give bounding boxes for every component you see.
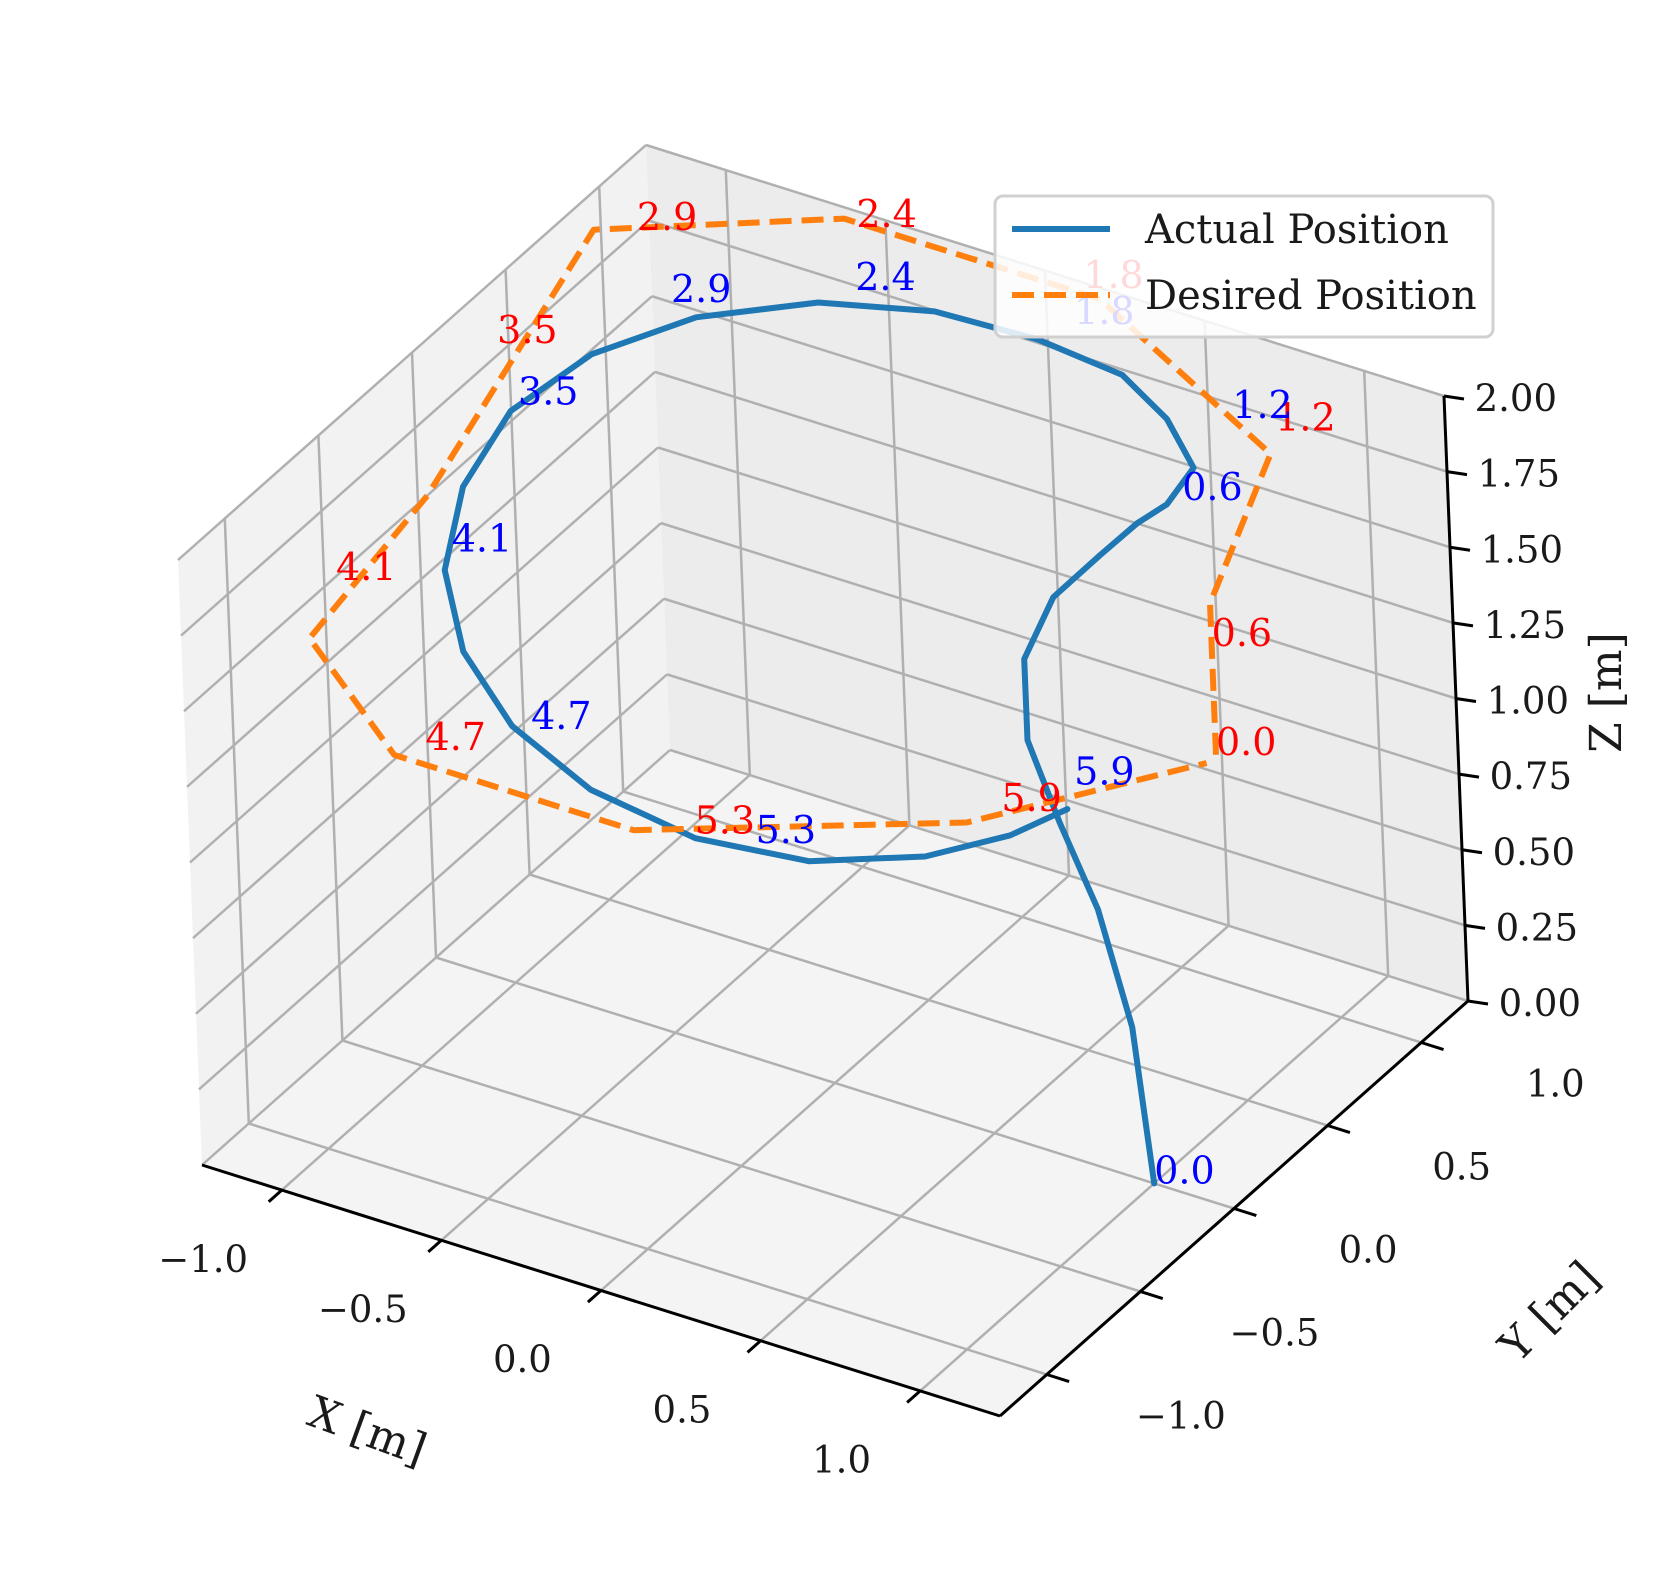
z-tick-label-8: 2.00 (1475, 377, 1557, 420)
y-tick-label-0: −1.0 (1136, 1395, 1226, 1438)
x-tick-label-0: −1.0 (158, 1238, 248, 1281)
actual-position-line (441, 299, 1197, 1187)
y-tick-4 (1420, 1041, 1444, 1051)
legend-box (993, 194, 1495, 339)
legend: Actual Position Desired Position (993, 194, 1495, 339)
z-tick-5 (1452, 621, 1474, 628)
z-tick-label-4: 1.00 (1487, 680, 1569, 723)
actual-time-label-2: 1.2 (1232, 383, 1292, 427)
grid-left-z-4 (189, 446, 659, 864)
grid-left-z-1 (198, 673, 668, 1091)
grid-left-z-7 (180, 219, 650, 637)
legend-label-actual: Actual Position (1144, 207, 1449, 253)
x-tick-2 (586, 1289, 602, 1304)
grid-back-z-2 (663, 597, 1463, 851)
y-tick-2 (1233, 1207, 1257, 1217)
desired-time-label-6: 3.5 (497, 308, 557, 352)
actual-time-label-8: 4.7 (531, 694, 591, 738)
actual-time-label-5: 2.9 (671, 267, 731, 311)
x-tick-1 (427, 1239, 443, 1254)
x-tick-label-2: 0.0 (493, 1338, 552, 1381)
z-tick-label-2: 0.50 (1493, 831, 1575, 874)
actual-time-label-6: 3.5 (518, 369, 578, 413)
grid-back-z-0 (669, 748, 1469, 1003)
grid-left-z-5 (186, 370, 656, 788)
z-tick-1 (1464, 923, 1486, 930)
grid-back-z-6 (651, 295, 1451, 549)
grid-left-z-3 (192, 522, 662, 940)
desired-time-label-5: 2.9 (637, 195, 697, 239)
desired-position-line (306, 215, 1274, 834)
x-tick-label-1: −0.5 (318, 1288, 408, 1331)
y-tick-label-3: 0.5 (1432, 1146, 1491, 1189)
x-tick-label-3: 0.5 (653, 1388, 712, 1431)
desired-time-label-9: 5.3 (695, 799, 755, 843)
z-tick-3 (1458, 772, 1480, 779)
z-tick-label-7: 1.75 (1478, 453, 1560, 496)
desired-time-label-10: 5.9 (1001, 776, 1061, 820)
grid-floor-y-0 (248, 1122, 1048, 1376)
desired-time-label-0: 0.0 (1216, 720, 1276, 764)
grid-back-z-4 (657, 446, 1457, 700)
grid-floor-y-1 (342, 1039, 1141, 1293)
grid-back-z-3 (660, 521, 1460, 776)
grid-left-z-8 (177, 144, 647, 561)
actual-time-label-4: 2.4 (855, 255, 915, 299)
y-tick-0 (1046, 1373, 1070, 1383)
y-tick-label-4: 1.0 (1526, 1063, 1585, 1106)
series-layer (306, 215, 1274, 1187)
grid-back-z-5 (654, 370, 1454, 625)
y-tick-label-1: −0.5 (1230, 1312, 1320, 1355)
x-tick-label-4: 1.0 (812, 1439, 871, 1482)
desired-time-label-2: 1.2 (1275, 396, 1335, 440)
z-tick-0 (1467, 999, 1489, 1006)
desired-time-label-8: 4.7 (426, 715, 486, 759)
desired-time-label-7: 4.1 (336, 545, 396, 589)
grid-back-z-1 (666, 673, 1466, 927)
grid-left-z-0 (201, 749, 671, 1166)
x-axis-label: X [m] (301, 1386, 432, 1475)
x-tick-3 (746, 1339, 762, 1354)
y-tick-label-2: 0.0 (1339, 1229, 1398, 1272)
actual-time-label-7: 4.1 (452, 516, 512, 560)
z-axis-label: Z [m] (1581, 632, 1632, 753)
actual-time-label-0: 0.0 (1154, 1148, 1214, 1192)
z-tick-label-5: 1.25 (1484, 604, 1566, 647)
x-tick-0 (267, 1188, 283, 1203)
grid-floor-y-2 (435, 956, 1235, 1210)
grid-floor-y-3 (529, 873, 1328, 1127)
z-tick-label-6: 1.50 (1481, 528, 1563, 571)
desired-time-label-1: 0.6 (1212, 611, 1272, 655)
z-tick-6 (1449, 545, 1471, 552)
z-tick-label-3: 0.75 (1490, 755, 1572, 798)
grid-left-z-2 (195, 597, 665, 1015)
x-tick-4 (906, 1389, 922, 1404)
z-tick-label-0: 0.00 (1499, 982, 1581, 1025)
z-tick-8 (1443, 394, 1465, 401)
legend-label-desired: Desired Position (1145, 273, 1477, 319)
y-tick-3 (1327, 1124, 1351, 1134)
z-tick-label-1: 0.25 (1496, 906, 1578, 949)
z-tick-2 (1461, 848, 1483, 855)
grid-floor-y-4 (622, 790, 1422, 1044)
actual-time-label-10: 5.9 (1074, 749, 1134, 793)
y-tick-1 (1139, 1290, 1164, 1300)
desired-time-label-4: 2.4 (856, 192, 916, 236)
actual-time-label-9: 5.3 (756, 808, 816, 852)
y-axis-label: Y [m] (1489, 1252, 1610, 1373)
z-tick-7 (1446, 470, 1468, 477)
grid-lines (177, 143, 1469, 1392)
actual-time-label-1: 0.6 (1182, 465, 1242, 509)
z-tick-4 (1455, 697, 1477, 703)
